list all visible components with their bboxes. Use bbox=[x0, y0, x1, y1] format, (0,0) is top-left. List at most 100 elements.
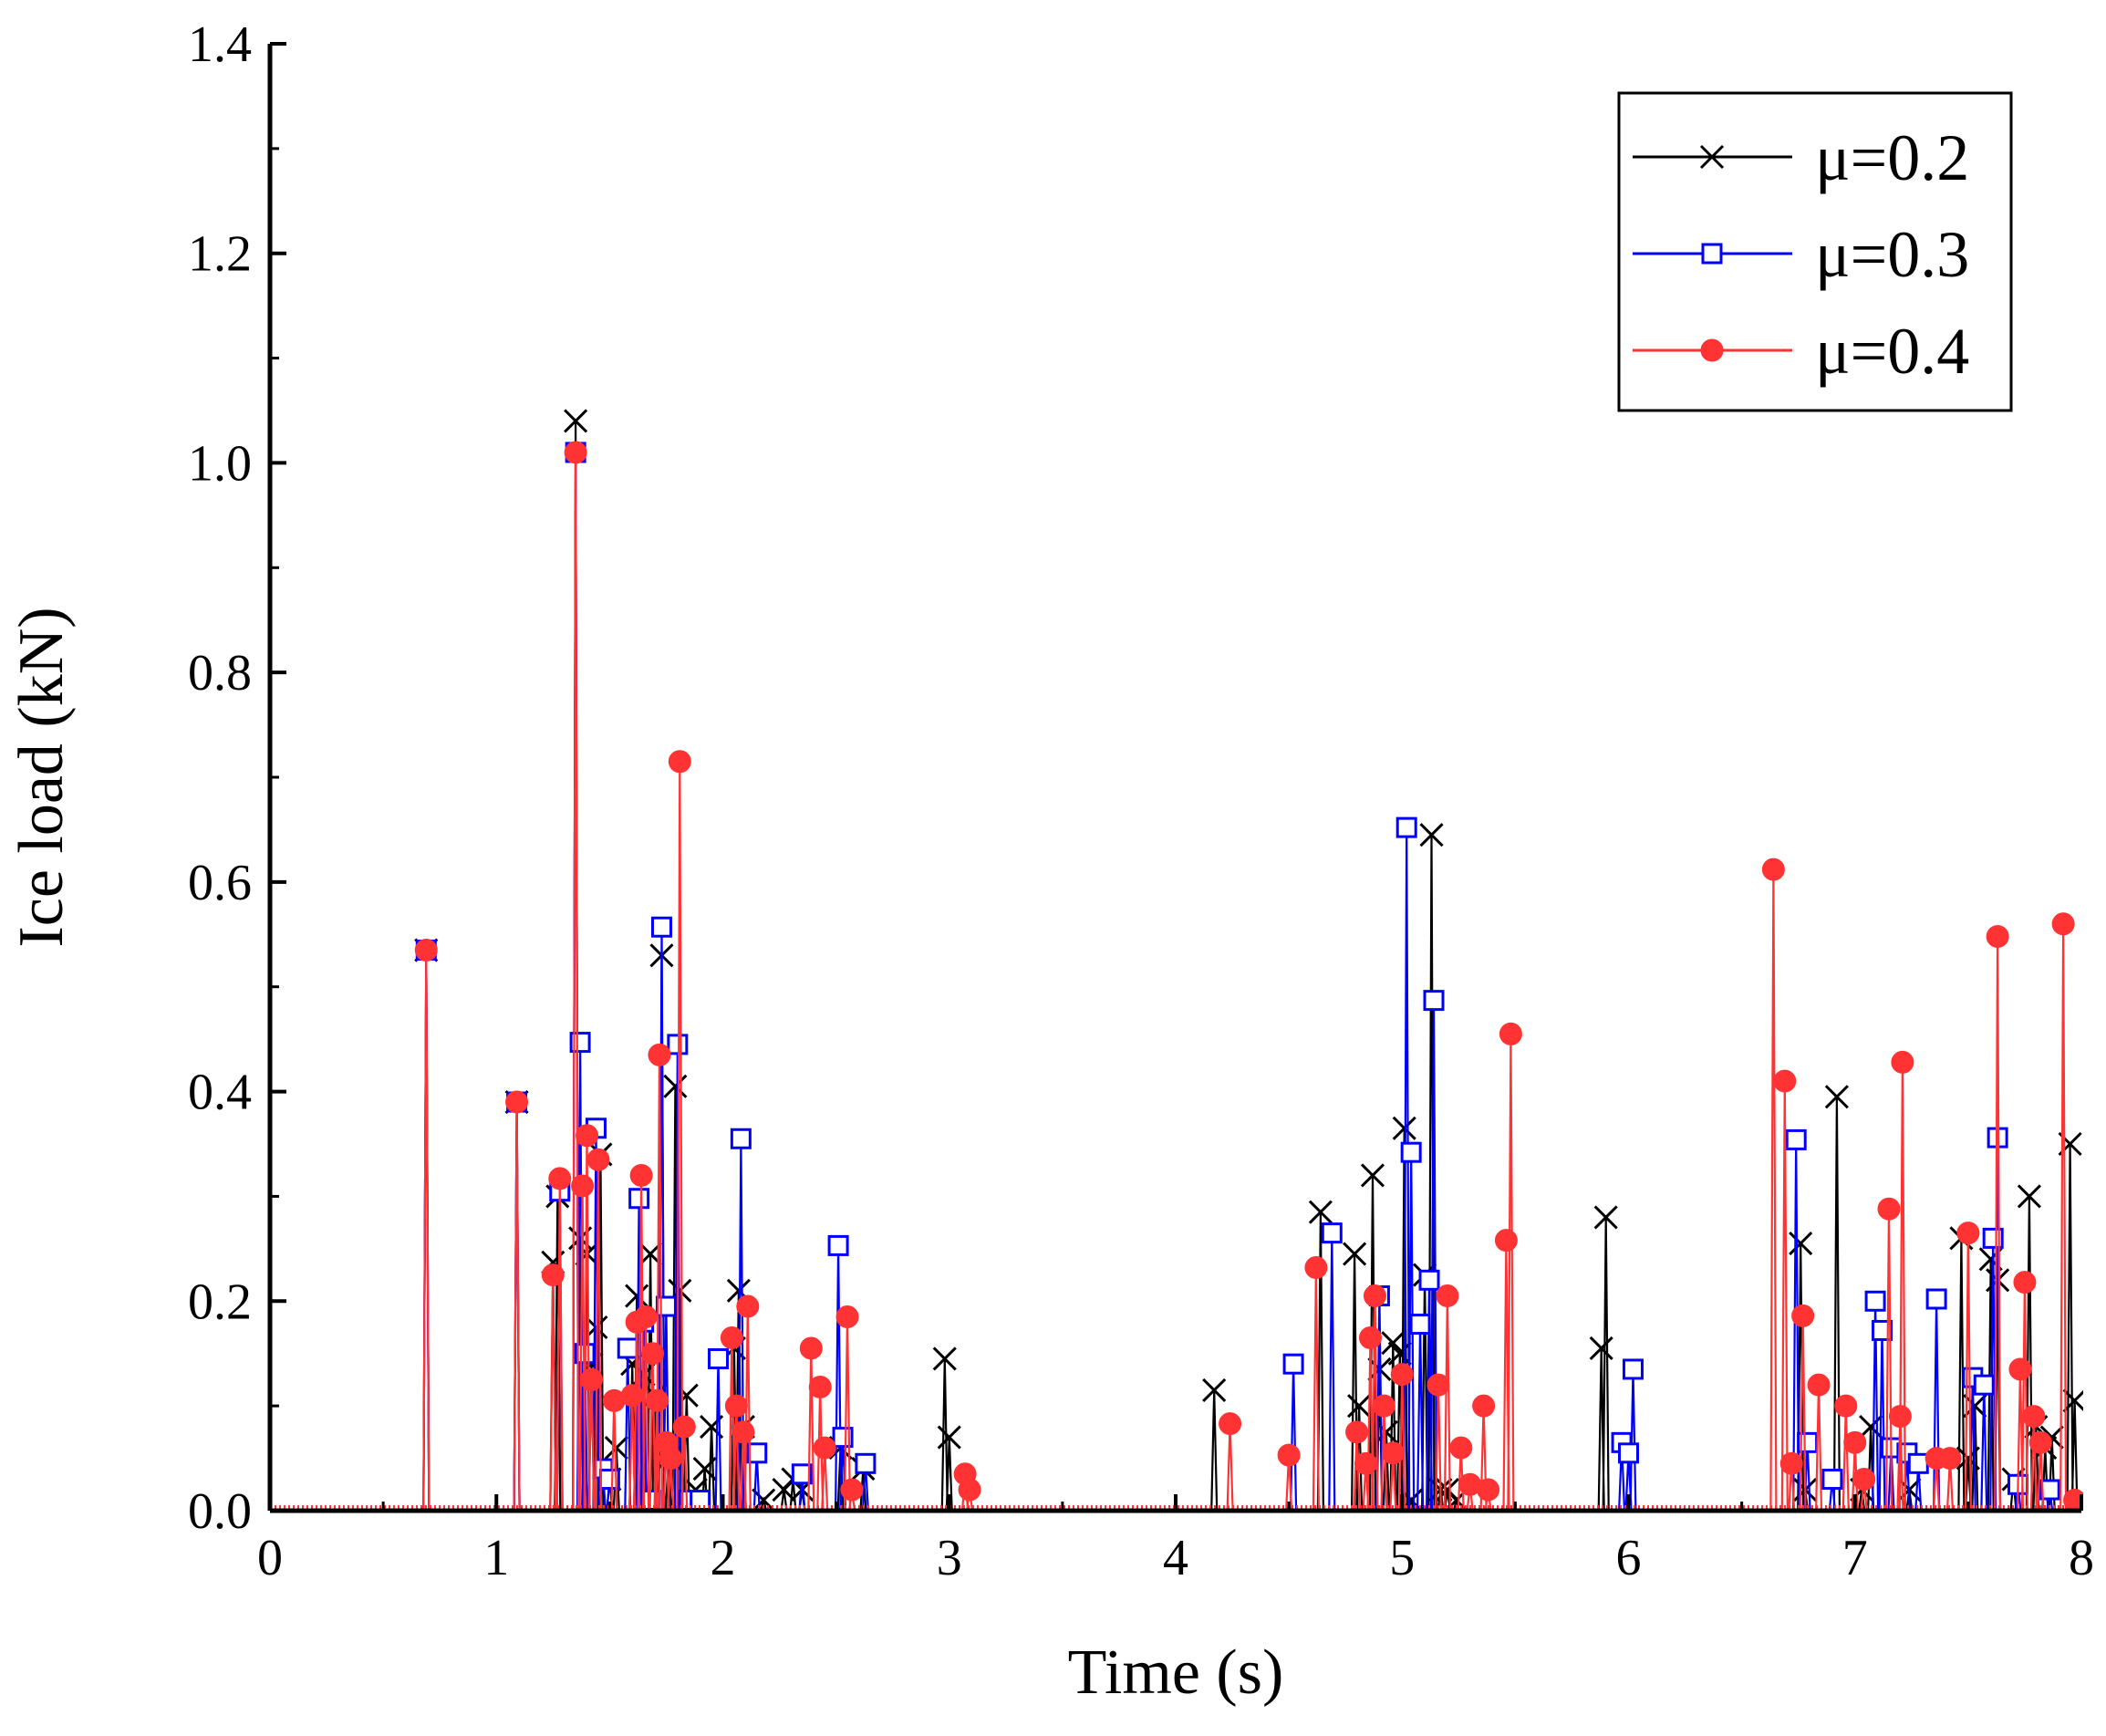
marker-circle-point bbox=[659, 1447, 682, 1471]
marker-circle-point bbox=[576, 1124, 599, 1148]
marker-circle-point bbox=[1499, 1022, 1522, 1045]
marker-circle-point bbox=[720, 1325, 743, 1349]
marker-x-point bbox=[2017, 1184, 2041, 1209]
marker-square-point bbox=[1395, 816, 1417, 838]
series-2 bbox=[270, 442, 2081, 1513]
marker-circle-point bbox=[580, 1367, 604, 1391]
series-3 bbox=[270, 441, 2083, 1513]
marker-square-point bbox=[1282, 1353, 1304, 1375]
marker-square-point bbox=[1785, 1128, 1807, 1150]
y-ticks: 0.0 0.2 0.4 0.6 0.8 1.0 1.2 1.4 bbox=[188, 16, 286, 1540]
marker-x-point bbox=[625, 1284, 649, 1308]
marker-circle-point bbox=[1277, 1443, 1301, 1467]
y-axis-title: Ice load (kN) bbox=[6, 607, 77, 947]
marker-circle-point bbox=[1807, 1373, 1831, 1397]
marker-square-point bbox=[1907, 1452, 1929, 1474]
marker-x-point bbox=[752, 1488, 776, 1513]
x-tick-label: 0 bbox=[257, 1530, 283, 1586]
marker-x-point bbox=[1789, 1232, 1813, 1256]
marker-circle-point bbox=[1345, 1420, 1369, 1444]
x-tick-label: 6 bbox=[1616, 1530, 1642, 1586]
marker-circle-point bbox=[414, 939, 438, 962]
marker-circle-point bbox=[629, 1163, 653, 1187]
y-tick-label: 0.6 bbox=[188, 855, 252, 911]
x-tick-label: 7 bbox=[1842, 1530, 1868, 1586]
marker-square-point bbox=[569, 1032, 591, 1054]
marker-square-point bbox=[1821, 1469, 1843, 1491]
marker-circle-point bbox=[1449, 1436, 1473, 1460]
marker-circle-point bbox=[1779, 1451, 1803, 1475]
x-tick-label: 1 bbox=[483, 1530, 509, 1586]
marker-circle-point bbox=[736, 1294, 760, 1318]
marker-circle-point bbox=[541, 1263, 565, 1287]
marker-circle-point bbox=[2008, 1357, 2032, 1381]
legend-label: μ=0.2 bbox=[1815, 121, 1969, 194]
marker-circle-point bbox=[641, 1342, 665, 1366]
marker-square-point bbox=[2039, 1479, 2060, 1501]
marker-square-point bbox=[1982, 1227, 2004, 1249]
marker-circle-point bbox=[668, 750, 691, 774]
marker-circle-point bbox=[672, 1415, 696, 1439]
marker-circle-point bbox=[548, 1167, 572, 1190]
y-tick-label: 0.4 bbox=[188, 1065, 252, 1121]
marker-circle-point bbox=[2028, 1430, 2052, 1454]
marker-x-point bbox=[663, 1074, 688, 1098]
marker-x-point bbox=[692, 1456, 717, 1481]
y-tick-label: 0.0 bbox=[188, 1483, 252, 1540]
marker-square-legend bbox=[1701, 243, 1723, 265]
marker-circle-point bbox=[1877, 1197, 1901, 1221]
marker-circle-point bbox=[958, 1478, 981, 1502]
y-tick-label: 1.0 bbox=[188, 435, 252, 492]
y-tick-label: 1.2 bbox=[188, 226, 252, 283]
marker-x-point bbox=[1419, 823, 1444, 847]
marker-square-point bbox=[1973, 1374, 1995, 1396]
marker-circle-point bbox=[1852, 1468, 1876, 1492]
marker-circle-point bbox=[586, 1148, 610, 1171]
marker-circle-point bbox=[1363, 1284, 1386, 1308]
marker-circle-point bbox=[2022, 1405, 2046, 1429]
marker-circle-point bbox=[799, 1336, 823, 1360]
legend-entry-1: μ=0.2 bbox=[1633, 121, 1969, 194]
marker-circle-point bbox=[1219, 1412, 1242, 1436]
marker-x-legend bbox=[1699, 144, 1725, 170]
marker-square-point bbox=[730, 1128, 752, 1149]
marker-square-point bbox=[791, 1463, 813, 1485]
marker-square-point bbox=[708, 1347, 730, 1369]
marker-square-point bbox=[1409, 1314, 1431, 1336]
marker-square-point bbox=[1423, 990, 1445, 1012]
marker-circle-point bbox=[1834, 1394, 1858, 1418]
marker-square-point bbox=[1872, 1319, 1893, 1341]
marker-square-point bbox=[1400, 1141, 1422, 1163]
marker-circle-point bbox=[505, 1090, 529, 1114]
marker-square-point bbox=[855, 1452, 877, 1474]
marker-x-point bbox=[2062, 1388, 2083, 1413]
marker-circle-point bbox=[2051, 912, 2075, 936]
marker-circle-point bbox=[1773, 1069, 1797, 1093]
legend: μ=0.2 μ=0.3 μ=0.4 bbox=[1617, 91, 2013, 412]
marker-x-point bbox=[1387, 1341, 1412, 1366]
x-tick-label: 3 bbox=[937, 1530, 962, 1586]
marker-circle-point bbox=[1436, 1284, 1459, 1308]
marker-x-point bbox=[1392, 1116, 1416, 1140]
marker-x-point bbox=[1360, 1163, 1385, 1188]
marker-x-point bbox=[564, 409, 588, 433]
marker-circle-point bbox=[1791, 1304, 1815, 1327]
marker-circle-point bbox=[634, 1305, 658, 1329]
y-tick-label: 0.8 bbox=[188, 645, 252, 702]
marker-square-point bbox=[1622, 1358, 1644, 1380]
marker-square-point bbox=[1418, 1269, 1440, 1291]
marker-circle-point bbox=[620, 1384, 644, 1408]
marker-circle-point bbox=[1381, 1441, 1405, 1465]
marker-circle-point bbox=[840, 1478, 864, 1502]
x-ticks: 0 1 2 3 4 5 6 7 8 bbox=[257, 1494, 2094, 1586]
legend-entry-2: μ=0.3 bbox=[1633, 218, 1969, 291]
marker-circle-point bbox=[724, 1394, 748, 1418]
marker-circle-legend bbox=[1700, 338, 1724, 362]
marker-circle-point bbox=[1494, 1229, 1518, 1253]
marker-square-point bbox=[1321, 1222, 1343, 1244]
marker-circle-point bbox=[646, 1388, 669, 1412]
marker-square-point bbox=[655, 1295, 677, 1317]
legend-label: μ=0.4 bbox=[1815, 315, 1969, 388]
marker-circle-point bbox=[1843, 1430, 1867, 1454]
legend-box bbox=[1617, 91, 2013, 412]
